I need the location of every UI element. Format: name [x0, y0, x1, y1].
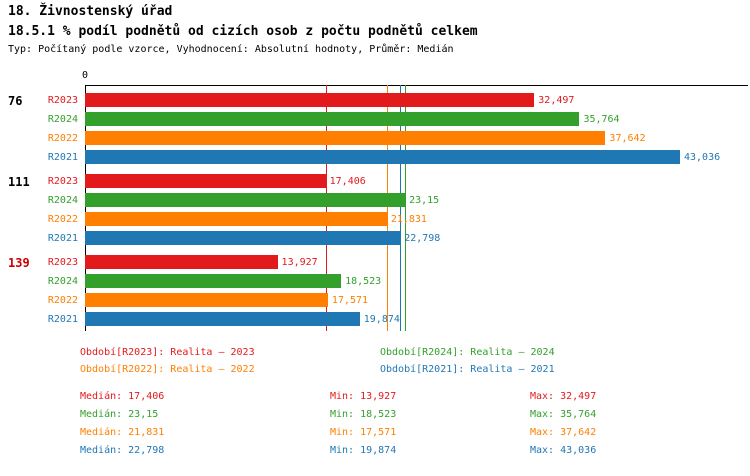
bar-value-label: 35,764	[583, 114, 620, 125]
stat-min-R2023: Min: 13,927	[330, 391, 397, 402]
bar-series-label: R2022	[47, 133, 78, 144]
bar	[85, 255, 278, 269]
bar-series-label: R2024	[47, 276, 78, 287]
bar	[85, 212, 387, 226]
legend-item-R2024: Období[R2024]: Realita – 2024	[380, 347, 555, 358]
median-line-R2024	[405, 85, 407, 331]
stat-median-R2021: Medián: 22,798	[80, 445, 165, 456]
stat-max-R2024: Max: 35,764	[530, 409, 597, 420]
bar-value-label: 43,036	[684, 152, 721, 163]
bar-series-label: R2021	[47, 233, 78, 244]
bar-value-label: 19,874	[363, 314, 400, 325]
bar-series-label: R2023	[47, 257, 78, 268]
stat-min-R2021: Min: 19,874	[330, 445, 397, 456]
bar-value-label: 23,15	[409, 195, 440, 206]
bar-value-label: 13,927	[281, 257, 318, 268]
bar	[85, 150, 680, 164]
chart-subtitle: 18.5.1 % podíl podnětů od cizích osob z …	[8, 24, 478, 39]
chart-meta: Typ: Počítaný podle vzorce, Vyhodnocení:…	[8, 44, 454, 55]
median-line-R2022	[386, 85, 388, 331]
page-title: 18. Živnostenský úřad	[8, 4, 173, 19]
stat-min-R2024: Min: 18,523	[330, 409, 397, 420]
axis-zero-label: 0	[81, 70, 89, 81]
stat-min-R2022: Min: 17,571	[330, 427, 397, 438]
stat-max-R2021: Max: 43,036	[530, 445, 597, 456]
bar	[85, 274, 342, 288]
bar	[85, 112, 580, 126]
median-line-R2023	[325, 85, 327, 331]
bar-value-label: 17,406	[329, 176, 366, 187]
bar-value-label: 17,571	[331, 295, 369, 306]
group-label: 111	[8, 175, 30, 189]
legend-item-R2023: Období[R2023]: Realita – 2023	[80, 347, 255, 358]
bar-series-label: R2022	[47, 295, 78, 306]
stat-median-R2022: Medián: 21,831	[80, 427, 165, 438]
y-axis-line	[85, 85, 86, 331]
legend-item-R2021: Období[R2021]: Realita – 2021	[380, 364, 555, 375]
bar-value-label: 32,497	[538, 95, 575, 106]
bar-series-label: R2022	[47, 214, 78, 225]
group-label: 139	[8, 256, 30, 270]
bar	[85, 131, 606, 145]
bar-series-label: R2021	[47, 152, 78, 163]
bar-value-label: 21,831	[390, 214, 427, 225]
stat-median-R2024: Medián: 23,15	[80, 409, 159, 420]
bar	[85, 193, 406, 207]
bar-series-label: R2024	[47, 195, 78, 206]
bar-value-label: 18,523	[345, 276, 382, 287]
bar	[85, 231, 401, 245]
bar-value-label: 22,798	[404, 233, 441, 244]
bar	[85, 293, 328, 307]
bar-series-label: R2023	[47, 176, 78, 187]
legend-item-R2022: Období[R2022]: Realita – 2022	[80, 364, 255, 375]
bar	[85, 93, 535, 107]
group-label: 76	[8, 94, 23, 108]
bar-series-label: R2021	[47, 314, 78, 325]
stat-max-R2022: Max: 37,642	[530, 427, 597, 438]
stat-max-R2023: Max: 32,497	[530, 391, 597, 402]
bar	[85, 312, 360, 326]
median-line-R2021	[400, 85, 402, 331]
x-axis-line	[85, 85, 748, 86]
bar-series-label: R2024	[47, 114, 78, 125]
bar-value-label: 37,642	[609, 133, 646, 144]
bar-series-label: R2023	[47, 95, 78, 106]
stat-median-R2023: Medián: 17,406	[80, 391, 165, 402]
bar	[85, 174, 326, 188]
